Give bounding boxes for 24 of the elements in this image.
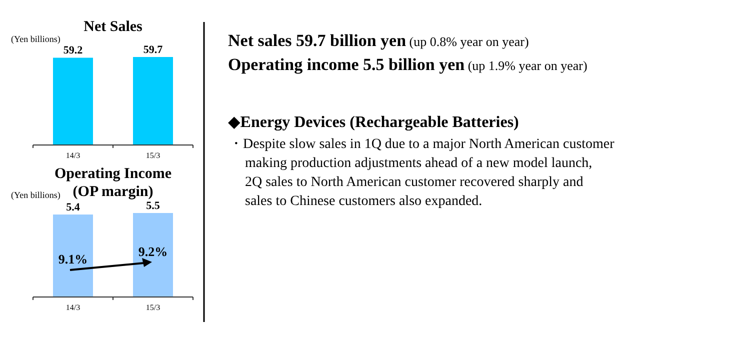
- chart-subtitle: (OP margin): [72, 184, 154, 200]
- x-tick-label: 15/3: [146, 151, 160, 160]
- x-tick-label: 14/3: [66, 303, 80, 312]
- text: sales to Chinese customers also expanded.: [245, 194, 482, 209]
- data-label: 5.5: [146, 200, 160, 212]
- text: ・Despite slow sales in 1Q due to a major North American customer: [229, 137, 615, 152]
- annotation: 9.1%: [58, 251, 88, 266]
- data-label: 59.2: [63, 44, 84, 57]
- chart-title: Net Sales: [84, 19, 143, 35]
- text: ◆Energy Devices (Rechargeable Batteries): [228, 114, 519, 131]
- y-axis-title: (Yen billions): [11, 190, 60, 200]
- text: 2Q sales to North American customer recovered sharply and: [245, 175, 584, 190]
- y-axis-title: (Yen billions): [11, 34, 60, 44]
- data-label: 59.7: [143, 44, 164, 56]
- x-tick-label: 15/3: [146, 303, 160, 312]
- chart-title: Operating Income: [54, 166, 172, 182]
- text: Net sales 59.7 billion yen: [228, 31, 407, 50]
- annotation: 9.2%: [138, 244, 168, 259]
- text: making production adjustments ahead of a new model launch,: [245, 156, 592, 171]
- text: (up 0.8% year on year): [406, 34, 529, 49]
- x-tick-label: 14/3: [66, 151, 80, 160]
- text: (up 1.9% year on year): [464, 58, 588, 73]
- text: Operating income 5.5 billion yen: [228, 55, 466, 74]
- data-label: 5.4: [66, 202, 80, 214]
